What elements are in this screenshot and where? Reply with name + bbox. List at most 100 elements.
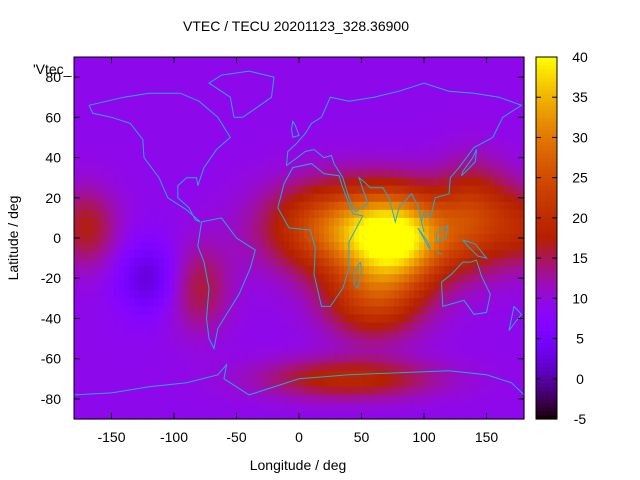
heatmap-cell — [234, 322, 240, 332]
heatmap-cell — [374, 394, 380, 404]
heatmap-cell — [174, 169, 180, 179]
heatmap-cell — [424, 274, 430, 283]
heatmap-cell — [239, 322, 245, 332]
heatmap-cell — [409, 129, 415, 139]
heatmap-cell — [379, 153, 385, 163]
heatmap-cell — [109, 225, 115, 235]
heatmap-cell — [119, 137, 125, 147]
heatmap-cell — [244, 290, 250, 299]
heatmap-cell — [329, 217, 335, 227]
heatmap-cell — [139, 113, 145, 122]
colorbar-segment — [536, 113, 557, 118]
heatmap-cell — [514, 113, 520, 122]
heatmap-cell — [424, 73, 430, 82]
heatmap-cell — [349, 394, 355, 404]
heatmap-cell — [194, 97, 200, 106]
heatmap-cell — [224, 121, 230, 130]
heatmap-cell — [94, 362, 100, 372]
heatmap-cell — [409, 121, 415, 130]
heatmap-cell — [129, 378, 135, 388]
heatmap-cell — [344, 97, 350, 106]
heatmap-cell — [449, 410, 455, 420]
heatmap-cell — [294, 298, 300, 307]
heatmap-cell — [229, 57, 235, 66]
heatmap-cell — [239, 65, 245, 74]
heatmap-cell — [184, 298, 190, 307]
heatmap-cell — [164, 225, 170, 235]
heatmap-cell — [304, 73, 310, 82]
heatmap-cell — [249, 57, 255, 66]
colorbar-segment — [536, 165, 557, 171]
heatmap-cell — [99, 89, 105, 98]
heatmap-cell — [349, 65, 355, 74]
heatmap-cell — [344, 306, 350, 316]
heatmap-cell — [374, 330, 380, 340]
heatmap-cell — [119, 65, 125, 74]
heatmap-cell — [284, 65, 290, 74]
heatmap-cell — [259, 121, 265, 130]
heatmap-cell — [454, 177, 460, 187]
heatmap-cell — [94, 65, 100, 74]
heatmap-cell — [489, 105, 495, 114]
heatmap-cell — [504, 322, 510, 332]
heatmap-cell — [464, 362, 470, 372]
heatmap-cell — [124, 73, 130, 82]
heatmap-cell — [469, 282, 475, 291]
heatmap-cell — [299, 57, 305, 66]
heatmap-cell — [424, 322, 430, 332]
heatmap-cell — [84, 410, 90, 420]
heatmap-cell — [404, 290, 410, 299]
heatmap-cell — [464, 274, 470, 283]
heatmap-cell — [324, 193, 330, 203]
heatmap-cell — [384, 370, 390, 380]
heatmap-cell — [509, 201, 515, 211]
heatmap-cell — [404, 354, 410, 364]
heatmap-cell — [104, 306, 110, 316]
heatmap-cell — [444, 386, 450, 396]
heatmap-cell — [444, 290, 450, 299]
heatmap-cell — [369, 169, 375, 179]
heatmap-cell — [309, 97, 315, 106]
heatmap-cell — [89, 145, 95, 155]
heatmap-cell — [444, 282, 450, 291]
colorbar-segment — [536, 133, 557, 139]
heatmap-cell — [414, 145, 420, 155]
heatmap-cell — [294, 193, 300, 203]
heatmap-cell — [344, 402, 350, 412]
heatmap-cell — [364, 362, 370, 372]
heatmap-cell — [424, 81, 430, 90]
heatmap-cell — [199, 394, 205, 404]
heatmap-cell — [519, 258, 525, 267]
heatmap-cell — [254, 330, 260, 340]
heatmap-cell — [289, 258, 295, 267]
heatmap-cell — [154, 402, 160, 412]
heatmap-cell — [494, 258, 500, 267]
heatmap-cell — [259, 338, 265, 348]
heatmap-cell — [244, 225, 250, 235]
heatmap-cell — [259, 201, 265, 211]
heatmap-cell — [194, 121, 200, 130]
heatmap-cell — [444, 346, 450, 356]
heatmap-cell — [209, 217, 215, 227]
heatmap-cell — [269, 153, 275, 163]
heatmap-cell — [224, 402, 230, 412]
heatmap-cell — [149, 193, 155, 203]
heatmap-cell — [194, 386, 200, 396]
heatmap-cell — [214, 97, 220, 106]
y-tick-label: 40 — [45, 150, 61, 166]
heatmap-cell — [154, 57, 160, 66]
heatmap-cell — [194, 258, 200, 267]
heatmap-cell — [444, 65, 450, 74]
heatmap-cell — [259, 161, 265, 171]
heatmap-cell — [319, 225, 325, 235]
heatmap-cell — [244, 145, 250, 155]
heatmap-cell — [299, 250, 305, 259]
heatmap-cell — [94, 346, 100, 356]
heatmap-cell — [249, 129, 255, 139]
heatmap-cell — [424, 338, 430, 348]
heatmap-cell — [229, 225, 235, 235]
heatmap-cell — [254, 65, 260, 74]
heatmap-cell — [214, 81, 220, 90]
heatmap-cell — [519, 370, 525, 380]
heatmap-cell — [359, 81, 365, 90]
